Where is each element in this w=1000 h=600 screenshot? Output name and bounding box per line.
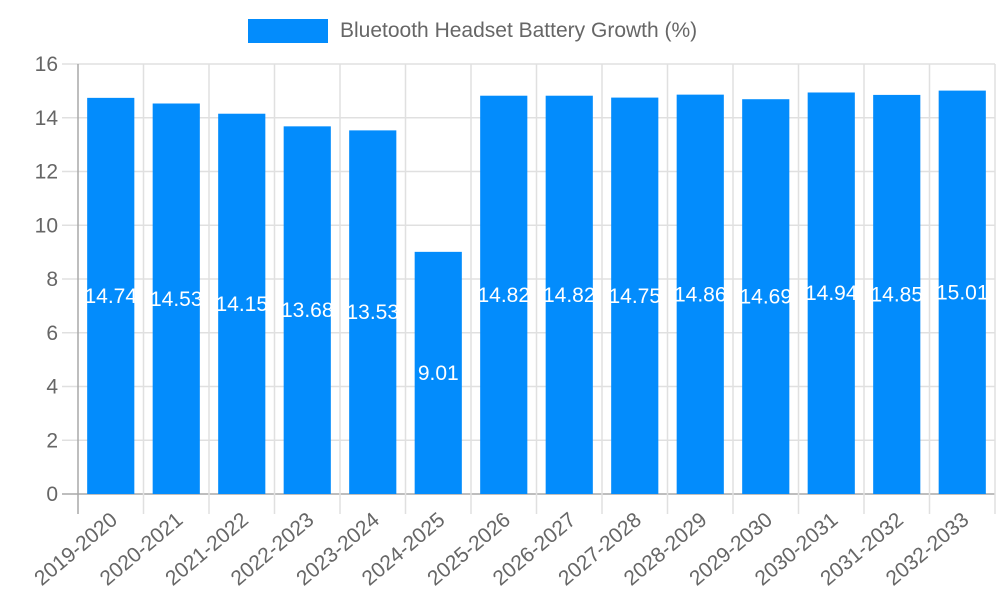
- bar[interactable]: [218, 113, 266, 494]
- y-tick-label: 16: [35, 53, 58, 76]
- bar-value-label: 14.75: [608, 285, 661, 308]
- y-tick-label: 0: [46, 483, 58, 506]
- y-tick-label: 12: [35, 161, 58, 184]
- bar[interactable]: [676, 94, 724, 494]
- bar-value-label: 14.86: [674, 283, 727, 306]
- bar-value-label: 14.15: [215, 293, 268, 316]
- bar-value-label: 14.74: [84, 285, 137, 308]
- bar-value-label: 9.01: [418, 362, 459, 385]
- bar[interactable]: [873, 94, 921, 494]
- chart-legend[interactable]: Bluetooth Headset Battery Growth (%): [248, 18, 697, 44]
- y-tick-label: 4: [46, 376, 58, 399]
- legend-swatch: [248, 19, 328, 43]
- legend-label: Bluetooth Headset Battery Growth (%): [340, 19, 698, 42]
- bar[interactable]: [742, 99, 790, 495]
- y-tick-label: 14: [35, 107, 59, 130]
- bar[interactable]: [349, 130, 397, 494]
- bar[interactable]: [938, 90, 986, 494]
- bar[interactable]: [545, 95, 593, 495]
- y-tick-label: 10: [35, 214, 58, 237]
- y-tick-label: 6: [46, 322, 58, 345]
- bar[interactable]: [807, 92, 855, 495]
- bar-value-label: 15.01: [936, 281, 989, 304]
- bar[interactable]: [414, 251, 462, 494]
- bar-value-label: 14.53: [150, 288, 203, 311]
- bar-value-label: 14.69: [739, 286, 792, 309]
- bar[interactable]: [611, 97, 659, 494]
- bar-value-label: 14.82: [543, 284, 596, 307]
- y-tick-label: 8: [46, 268, 58, 291]
- bar[interactable]: [87, 97, 135, 495]
- bar-value-label: 14.82: [477, 284, 530, 307]
- bar[interactable]: [480, 95, 528, 495]
- bar[interactable]: [152, 103, 200, 494]
- bar-value-label: 14.94: [805, 282, 858, 305]
- bar-value-label: 13.53: [346, 301, 399, 324]
- bar-value-label: 13.68: [281, 299, 334, 322]
- bar-value-label: 14.85: [870, 283, 923, 306]
- bar[interactable]: [283, 126, 331, 494]
- y-tick-label: 2: [46, 429, 58, 452]
